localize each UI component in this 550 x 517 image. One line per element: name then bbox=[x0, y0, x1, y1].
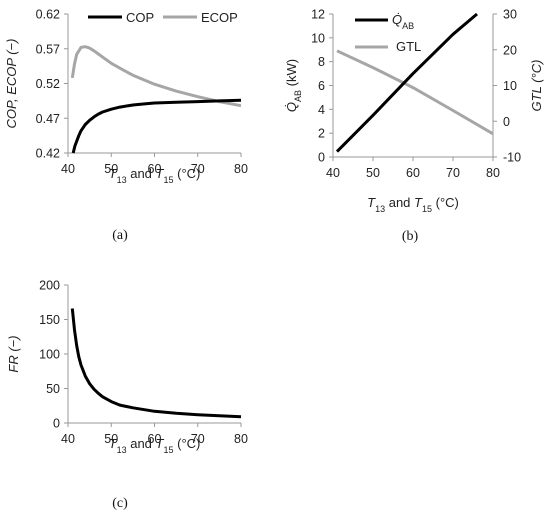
y-tick-label: 2 bbox=[318, 127, 325, 141]
legend-q-sub: AB bbox=[402, 21, 414, 31]
x-axis-sub-1: 13 bbox=[117, 175, 127, 185]
y-tick-label: 0.57 bbox=[36, 42, 60, 56]
legend-label-cop: COP bbox=[126, 10, 154, 25]
x-axis-sub-2: 15 bbox=[422, 204, 432, 214]
y-axis-title: FR (−) bbox=[6, 335, 21, 372]
y-tick-label: 100 bbox=[39, 348, 60, 362]
y-axis-title: Q̇AB (kW) bbox=[284, 59, 303, 112]
q-ab-line bbox=[335, 12, 478, 153]
x-axis-title: T13 and T15 (°C) bbox=[367, 195, 459, 214]
gtl-line bbox=[336, 49, 494, 136]
y-axis-unit: (kW) bbox=[284, 59, 299, 90]
legend-q-var: Q̇ bbox=[392, 12, 402, 27]
x-tick-label: 70 bbox=[191, 162, 205, 176]
x-axis-unit: (°C) bbox=[174, 166, 201, 181]
y2-tick-label: 10 bbox=[503, 79, 517, 93]
x-tick-label: 70 bbox=[446, 166, 460, 180]
y-tick-label: 0 bbox=[318, 151, 325, 165]
x-tick-label: 40 bbox=[326, 166, 340, 180]
y2-tick-label: 20 bbox=[503, 43, 517, 57]
x-tick-label: 70 bbox=[191, 432, 205, 446]
y-tick-label: 8 bbox=[318, 55, 325, 69]
y-axis-sub: AB bbox=[293, 90, 303, 102]
x-tick-label: 60 bbox=[148, 432, 162, 446]
y-axis-var: Q̇ bbox=[284, 102, 299, 112]
y-tick-label: 6 bbox=[318, 79, 325, 93]
x-axis-var-1: T bbox=[109, 436, 118, 451]
x-tick-label: 40 bbox=[61, 162, 75, 176]
y-tick-label: 200 bbox=[39, 279, 60, 293]
x-tick-label: 80 bbox=[486, 166, 500, 180]
y2-axis-title: GTL (°C) bbox=[529, 60, 544, 112]
cop-line bbox=[71, 98, 242, 154]
x-axis-sub-2: 15 bbox=[163, 175, 173, 185]
x-tick-label: 40 bbox=[61, 432, 75, 446]
x-tick-label: 80 bbox=[234, 162, 248, 176]
x-axis-unit: (°C) bbox=[432, 195, 459, 210]
y-tick-label: 4 bbox=[318, 103, 325, 117]
y-tick-label: 0.42 bbox=[36, 147, 60, 161]
x-tick-label: 50 bbox=[104, 162, 118, 176]
legend-label-gtl: GTL bbox=[396, 39, 421, 54]
x-axis-var-2: T bbox=[156, 436, 165, 451]
subfigure-caption: (c) bbox=[112, 496, 128, 511]
x-tick-label: 60 bbox=[406, 166, 420, 180]
x-axis-sub-2: 15 bbox=[163, 445, 173, 455]
x-axis-unit: (°C) bbox=[174, 436, 201, 451]
y2-tick-label: -10 bbox=[503, 151, 521, 165]
subfigure-caption: (a) bbox=[112, 228, 128, 243]
x-axis-and: and bbox=[127, 166, 156, 181]
y-tick-label: 0 bbox=[53, 417, 60, 431]
x-axis-sub-1: 13 bbox=[375, 204, 385, 214]
subfigure-caption: (b) bbox=[402, 229, 419, 244]
y-tick-label: 0.47 bbox=[36, 112, 60, 126]
x-axis-var-2: T bbox=[414, 195, 423, 210]
y-axis-title: COP, ECOP (−) bbox=[4, 39, 19, 129]
y-tick-label: 10 bbox=[311, 31, 325, 45]
ecop-line bbox=[70, 45, 242, 108]
fr-line bbox=[70, 308, 242, 419]
y-tick-label: 0.52 bbox=[36, 77, 60, 91]
y-tick-label: 50 bbox=[46, 382, 60, 396]
y-tick-label: 12 bbox=[311, 8, 325, 22]
x-tick-label: 60 bbox=[148, 162, 162, 176]
x-axis-and: and bbox=[127, 436, 156, 451]
legend-label-q-ab: Q̇AB bbox=[392, 12, 414, 31]
x-axis-sub-1: 13 bbox=[117, 445, 127, 455]
x-axis-title: T13 and T15 (°C) bbox=[109, 436, 201, 455]
legend-label-ecop: ECOP bbox=[201, 10, 238, 25]
x-axis-var-1: T bbox=[367, 195, 376, 210]
x-axis-and: and bbox=[385, 195, 414, 210]
x-axis-var-2: T bbox=[156, 166, 165, 181]
x-axis-title: T13 and T15 (°C) bbox=[109, 166, 201, 185]
y2-tick-label: 30 bbox=[503, 8, 517, 22]
x-tick-label: 50 bbox=[104, 432, 118, 446]
y-tick-label: 0.62 bbox=[36, 8, 60, 22]
x-tick-label: 50 bbox=[366, 166, 380, 180]
y2-tick-label: 0 bbox=[503, 115, 510, 129]
x-tick-label: 80 bbox=[234, 432, 248, 446]
x-axis-var-1: T bbox=[109, 166, 118, 181]
y-tick-label: 150 bbox=[39, 313, 60, 327]
